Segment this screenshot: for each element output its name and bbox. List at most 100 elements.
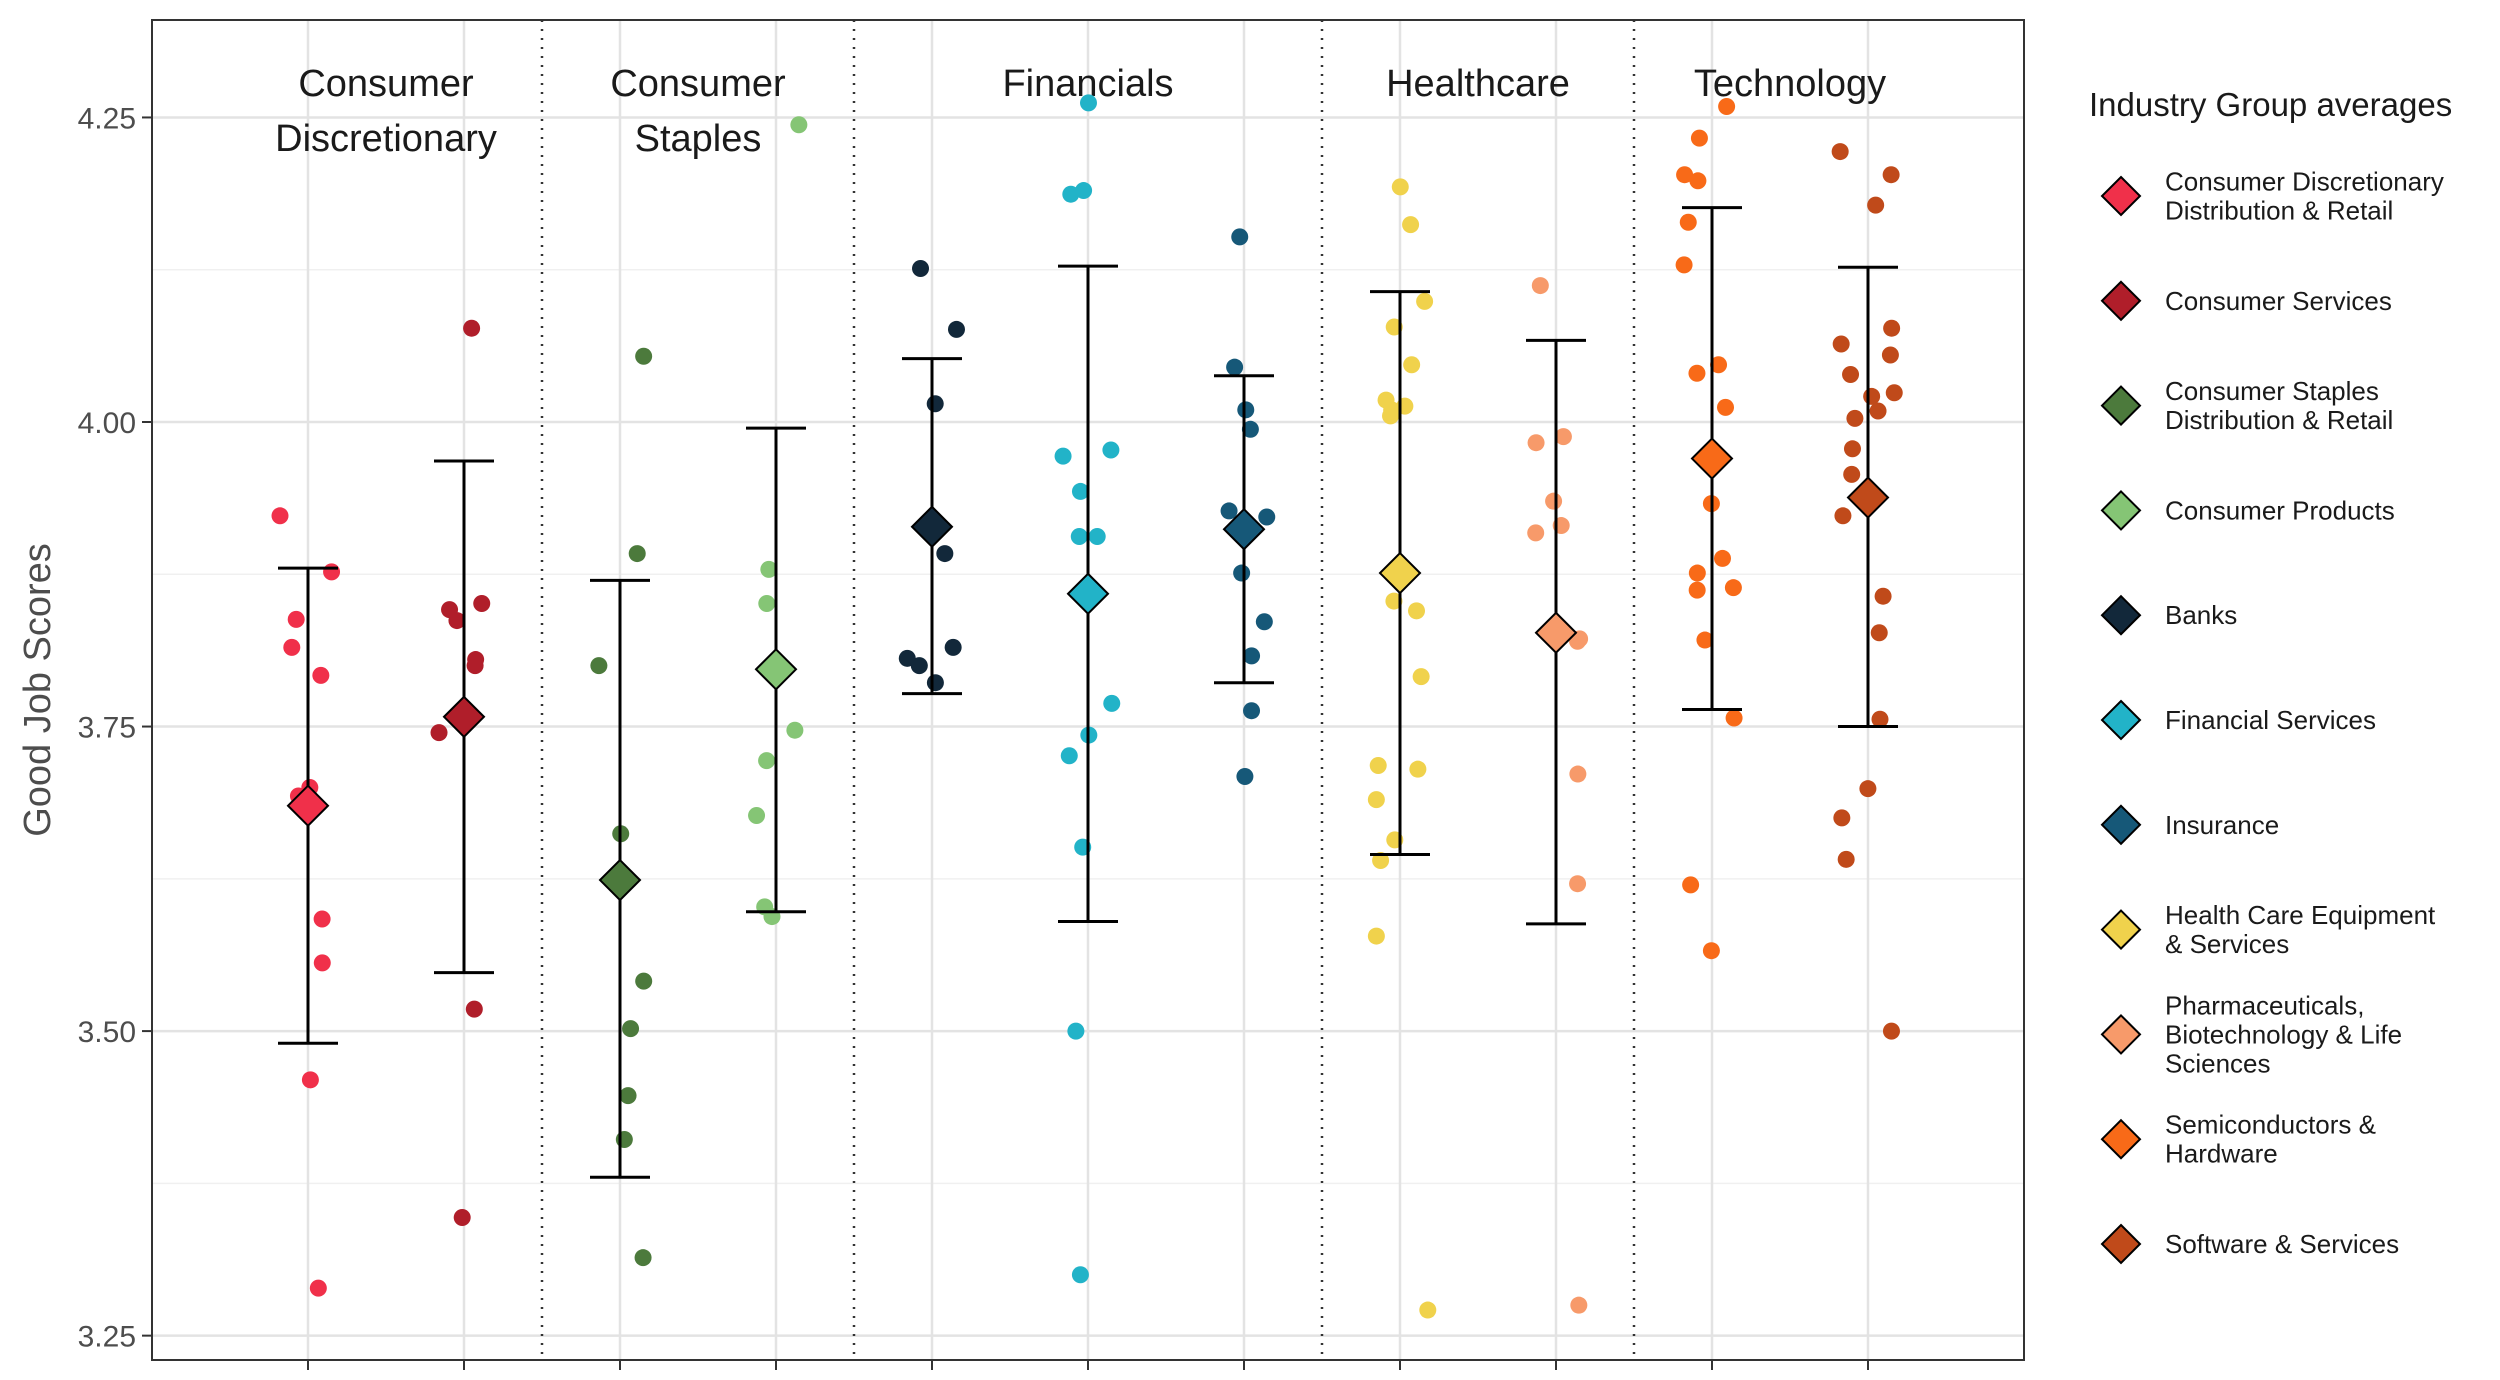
data-point [448, 612, 466, 630]
data-point [628, 545, 646, 563]
data-point [1408, 602, 1426, 620]
data-point [1696, 631, 1714, 649]
data-point [323, 563, 341, 581]
legend-label: Banks [2165, 600, 2237, 630]
data-point [786, 721, 804, 739]
y-tick-label: 3.75 [78, 712, 136, 745]
data-point [634, 1249, 652, 1267]
sector-title: Staples [635, 118, 762, 160]
data-point [1233, 564, 1251, 582]
legend-key [2100, 1118, 2142, 1160]
data-point [1075, 182, 1093, 200]
data-point [1833, 809, 1851, 827]
data-point [1527, 524, 1545, 542]
data-point [1689, 172, 1707, 190]
data-point [1382, 407, 1400, 425]
data-point [1679, 213, 1697, 231]
legend-key [2100, 385, 2142, 427]
legend-label: Financial Services [2165, 705, 2376, 735]
sector-separators [540, 20, 1636, 1360]
mean-diamond [1534, 611, 1578, 655]
data-point [936, 545, 954, 563]
legend-label: Hardware [2165, 1139, 2278, 1169]
legend-label: Software & Services [2165, 1229, 2399, 1259]
mean-diamond [910, 505, 954, 549]
data-point [1070, 528, 1088, 546]
data-point [1531, 277, 1549, 295]
data-point [1569, 765, 1587, 783]
data-point [1402, 216, 1420, 234]
data-point [760, 560, 778, 578]
mean-diamond [442, 695, 486, 739]
y-tick-label: 4.00 [78, 407, 136, 440]
legend: Industry Group averages Consumer Discreti… [2089, 86, 2452, 1265]
y-tick-label: 3.25 [78, 1321, 136, 1354]
legend-label: Pharmaceuticals, [2165, 990, 2364, 1020]
legend-label: Consumer Products [2165, 495, 2395, 525]
data-point [790, 116, 808, 134]
data-point [622, 1020, 640, 1038]
legend-label: Health Care Equipment [2165, 900, 2436, 930]
data-point [1570, 1296, 1588, 1314]
data-point [301, 1071, 319, 1089]
data-point [1869, 402, 1887, 420]
data-point [926, 395, 944, 413]
data-point [1714, 549, 1732, 567]
data-point [758, 595, 776, 613]
sector-title: Consumer [610, 63, 786, 105]
data-point [758, 752, 776, 770]
data-point [1527, 434, 1545, 452]
data-point [1255, 613, 1273, 631]
data-point [590, 657, 608, 675]
data-point [1882, 166, 1900, 184]
legend-label: Distribution & Retail [2165, 405, 2393, 435]
data-point [1874, 587, 1892, 605]
data-point [1688, 581, 1706, 599]
data-point [1067, 1022, 1085, 1040]
data-point [1231, 228, 1249, 246]
data-point [1060, 747, 1078, 765]
data-point [1717, 398, 1735, 416]
legend-key [2100, 1013, 2142, 1055]
mean-diamond [1066, 572, 1110, 616]
data-point [1682, 876, 1700, 894]
legend-key [2100, 594, 2142, 636]
data-point [1710, 356, 1728, 374]
data-point [1725, 709, 1743, 727]
data-point [1409, 760, 1427, 778]
data-point [1545, 492, 1563, 510]
data-point [463, 319, 481, 337]
data-point [1088, 528, 1106, 546]
data-point [1403, 356, 1421, 374]
legend-key [2100, 280, 2142, 322]
legend-label: Semiconductors & [2165, 1110, 2376, 1140]
data-point [1412, 668, 1430, 686]
data-point [1367, 927, 1385, 945]
data-point [1870, 624, 1888, 642]
legend-label: Consumer Services [2165, 286, 2392, 316]
legend-label: Biotechnology & Life [2165, 1019, 2402, 1049]
data-point [1882, 1022, 1900, 1040]
data-point [313, 954, 331, 972]
data-point [1843, 440, 1861, 458]
data-point [635, 347, 653, 365]
data-point [1676, 166, 1694, 184]
data-point [1258, 508, 1276, 526]
data-point [1867, 196, 1885, 214]
legend-key [2100, 909, 2142, 951]
data-point [1226, 358, 1244, 376]
data-point [1062, 185, 1080, 203]
data-point [1220, 502, 1238, 520]
legend-label: & Services [2165, 929, 2289, 959]
data-point [309, 1279, 327, 1297]
data-point [271, 507, 289, 525]
data-point [1690, 129, 1708, 147]
legend-label: Insurance [2165, 810, 2279, 840]
data-point [1241, 420, 1259, 438]
data-point [1419, 1301, 1437, 1319]
legend-title: Industry Group averages [2089, 86, 2452, 123]
data-point [1236, 767, 1254, 785]
data-point [1871, 710, 1889, 728]
data-point [283, 638, 301, 656]
